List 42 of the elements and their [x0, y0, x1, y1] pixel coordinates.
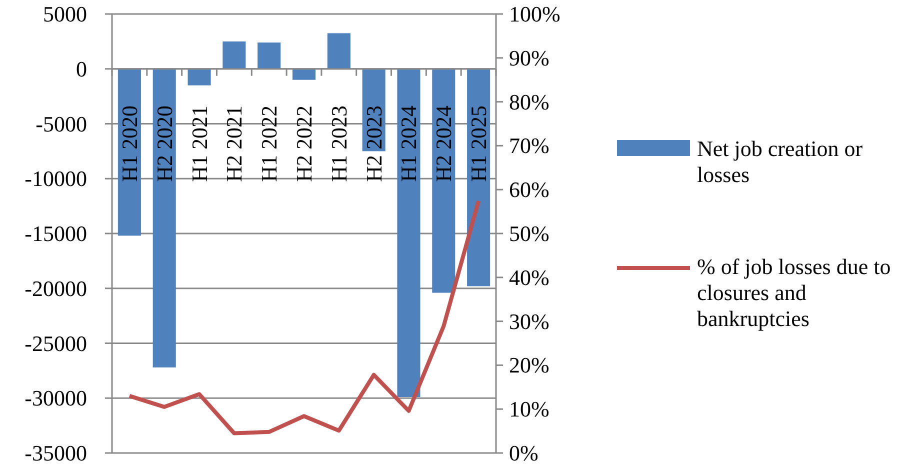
- y2-tick-label: 70%: [509, 133, 550, 158]
- bar: [152, 68, 176, 368]
- x-tick-label: H2 2022: [292, 105, 316, 182]
- bar: [327, 33, 350, 69]
- bar: [397, 68, 420, 398]
- bar: [258, 42, 281, 69]
- y2-tick-label: 90%: [509, 45, 550, 70]
- x-tick-label: H2 2020: [152, 105, 177, 182]
- y-tick-label: 0: [76, 56, 87, 82]
- y2-tick-label: 80%: [509, 89, 550, 114]
- x-tick-label: H2 2021: [222, 105, 247, 182]
- bar: [292, 68, 316, 80]
- y2-tick-label: 60%: [509, 177, 550, 202]
- y2-tick-label: 0%: [509, 440, 538, 466]
- x-tick-label: H1 2020: [116, 105, 142, 182]
- bar: [188, 68, 211, 86]
- y-tick-label: -30000: [24, 386, 87, 411]
- y2-tick-label: 10%: [509, 396, 550, 422]
- y2-tick-label: 100%: [509, 2, 560, 26]
- y-tick-label: -20000: [24, 276, 87, 301]
- y2-tick-label: 40%: [509, 264, 550, 290]
- y2-tick-label: 50%: [509, 221, 550, 246]
- bar: [222, 41, 246, 69]
- x-tick-label: H2 2023: [361, 105, 386, 182]
- bar: [432, 68, 456, 293]
- x-tick-label: H1 2021: [186, 105, 212, 182]
- y-tick-label: -15000: [24, 221, 87, 246]
- line-series: [127, 199, 481, 436]
- y-tick-label: -5000: [36, 111, 87, 136]
- y-tick-label: -25000: [24, 330, 87, 356]
- legend-label: % of job losses due to closures and bankruptcies: [697, 254, 891, 330]
- y-tick-label: -35000: [24, 440, 87, 466]
- x-tick-label: H1 2023: [326, 105, 352, 182]
- x-tick-label: H1 2024: [396, 105, 422, 182]
- y-tick-label: -10000: [24, 166, 87, 192]
- legend-label: Net job creation or losses: [697, 136, 864, 186]
- y2-tick-label: 20%: [509, 352, 550, 378]
- x-tick-label: H2 2024: [431, 105, 456, 182]
- y2-tick-label: 30%: [509, 308, 550, 334]
- x-tick-label: H1 2022: [256, 105, 282, 182]
- y-tick-label: 5000: [43, 2, 87, 26]
- x-tick-label: H1 2025: [466, 105, 492, 182]
